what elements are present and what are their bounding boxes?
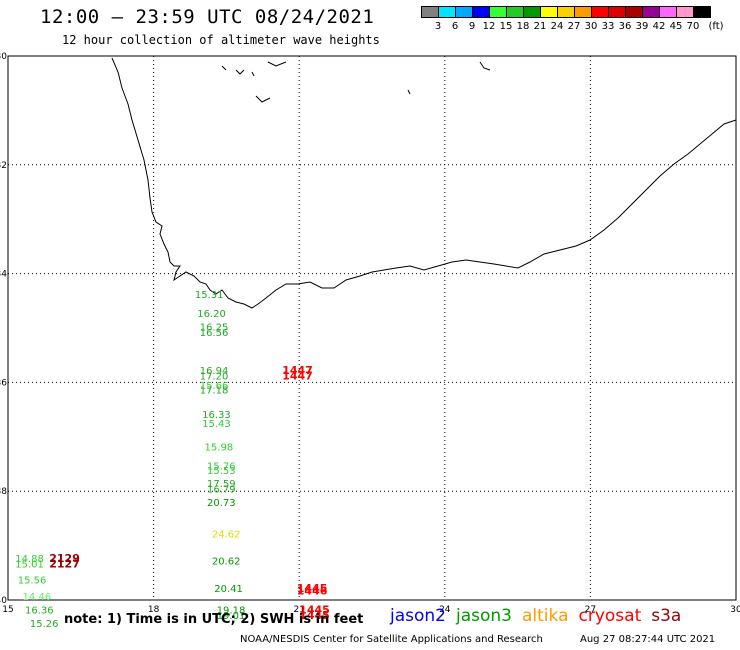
wave-height-label: 16.79 (207, 484, 236, 495)
wave-height-label: 14.88 (15, 554, 44, 565)
wave-height-label: 15.31 (195, 290, 224, 301)
longitude-tick-label: 15 (2, 605, 13, 615)
wave-height-label: 15.66 (200, 381, 229, 392)
wave-height-label: 16.94 (200, 366, 229, 377)
wave-height-label: 14.46 (23, 592, 52, 603)
footer-note: note: 1) Time is in UTC; 2) SWH is in fe… (64, 612, 364, 627)
color-scale-label: 9 (468, 21, 476, 32)
color-scale-label: 6 (451, 21, 459, 32)
satellite-legend-item: cryosat (578, 606, 642, 626)
wave-height-label: 15.98 (205, 442, 234, 453)
wave-height-label: 15.43 (202, 419, 231, 430)
longitude-tick-label: 24 (439, 605, 451, 615)
longitude-tick-label: 27 (585, 605, 596, 615)
color-scale-label: 27 (567, 21, 581, 32)
graticule (8, 56, 736, 600)
color-scale-label: 33 (601, 21, 615, 32)
latitude-tick-label: -32 (0, 161, 7, 171)
coastline (111, 57, 737, 309)
coastline-detail (221, 61, 491, 103)
pass-time-label: 1445 (297, 582, 328, 595)
color-scale-label: 18 (516, 21, 530, 32)
wave-height-label: 17.59 (207, 479, 236, 490)
wave-height-label: 20.41 (214, 584, 243, 595)
color-scale-label: 21 (533, 21, 547, 32)
wave-height-label: 15.53 (207, 466, 236, 477)
satellite-legend-item: jason3 (456, 606, 512, 626)
map-title: 12:00 – 23:59 UTC 08/24/2021 (40, 6, 375, 28)
wave-height-label: 15.26 (30, 619, 59, 630)
latitude-tick-label: -40 (0, 596, 7, 606)
wave-height-label: 19.01 (217, 611, 246, 622)
wave-height-label: 15.76 (207, 461, 236, 472)
color-scale-swatch (693, 6, 711, 18)
color-scale-label: 30 (584, 21, 598, 32)
color-scale-label: 45 (669, 21, 683, 32)
pass-time-label: 1447 (282, 370, 313, 383)
pass-time-label: 1447 (282, 364, 313, 377)
latitude-tick-label: -34 (0, 270, 7, 280)
wave-height-label: 15.56 (18, 576, 47, 587)
color-scale-label: 12 (482, 21, 496, 32)
wave-height-label: 17.18 (200, 385, 229, 396)
pass-time-label: 1445 (299, 604, 330, 617)
satellite-legend-item: jason2 (390, 606, 446, 626)
longitude-tick-label: 30 (730, 605, 740, 615)
color-scale-label: 15 (499, 21, 513, 32)
color-scale-label: 39 (635, 21, 649, 32)
credit-text: NOAA/NESDIS Center for Satellite Applica… (240, 634, 543, 645)
wave-height-label: 16.33 (202, 410, 231, 421)
latitude-tick-label: -36 (0, 378, 7, 388)
wave-height-label: 20.62 (212, 557, 241, 568)
pass-time-label: 1446 (297, 585, 328, 598)
wave-height-label: 16.25 (200, 323, 229, 334)
color-scale-label: 70 (686, 21, 700, 32)
wave-height-label: 24.62 (212, 529, 241, 540)
pass-time-label: 1445 (299, 609, 330, 622)
pass-time-label: 2127 (49, 557, 80, 570)
color-scale-label: 42 (652, 21, 666, 32)
satellite-legend-item: s3a (651, 606, 682, 626)
wave-height-label: 16.56 (200, 328, 229, 339)
satellite-legend-item: altika (522, 606, 569, 626)
longitude-tick-label: 18 (148, 605, 160, 615)
wave-height-label: 15.01 (15, 559, 44, 570)
wave-height-label: 16.36 (25, 606, 54, 617)
pass-time-label: 2129 (49, 552, 80, 565)
wave-height-label: 20.73 (207, 498, 236, 509)
color-scale-unit: (ft) (708, 21, 724, 32)
color-scale-label: 36 (618, 21, 632, 32)
latitude-tick-label: -30 (0, 52, 7, 62)
color-scale-label: 24 (550, 21, 564, 32)
map-frame (7, 55, 737, 601)
latitude-tick-label: -38 (0, 487, 7, 497)
color-scale-label: 3 (434, 21, 442, 32)
wave-height-label: 19.18 (217, 606, 246, 617)
generation-timestamp: Aug 27 08:27:44 UTC 2021 (580, 634, 716, 645)
map-subtitle: 12 hour collection of altimeter wave hei… (62, 33, 380, 47)
longitude-tick-label: 21 (293, 605, 304, 615)
wave-height-label: 17.20 (200, 372, 229, 383)
wave-height-label: 16.20 (197, 309, 226, 320)
axis-ticks: 15 18 21 24 27 30 -30 -32 -34 -36 -38 -40 (0, 52, 740, 615)
satellite-legend: jason2 jason3 altika cryosat s3a (390, 606, 691, 626)
